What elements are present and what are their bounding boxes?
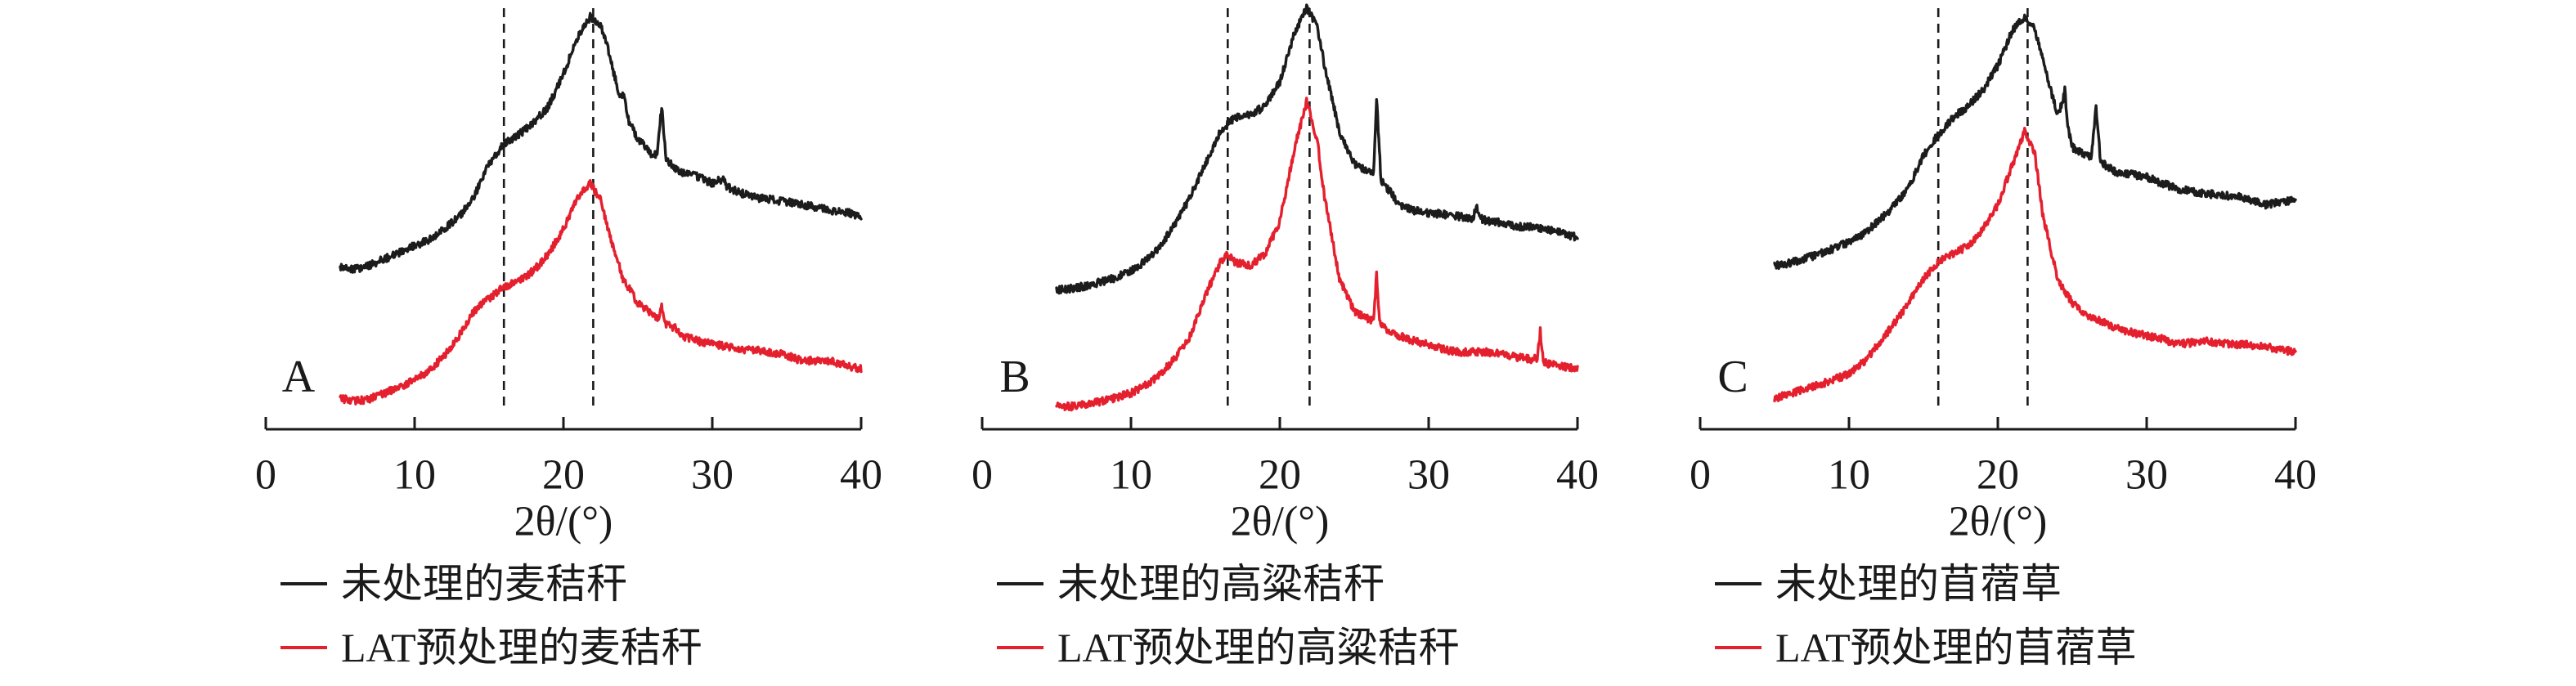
series-line-lat-pretreated: [1055, 96, 1579, 412]
x-tick-label: 10: [393, 452, 436, 499]
panel-c: 0 10 20 30 40 2θ/(°) C 未处理的苜蓿草 LAT预处理的苜蓿草: [1690, 8, 2317, 670]
panel-label: B: [999, 352, 1030, 402]
legend-label-untreated: 未处理的高粱秸秆: [1057, 561, 1384, 607]
legend: 未处理的麦秸秆 LAT预处理的麦秸秆: [280, 561, 702, 670]
x-tick-label: 0: [972, 452, 993, 499]
legend-label-lat-pretreated: LAT预处理的麦秸秆: [341, 625, 702, 670]
series-line-untreated: [1055, 3, 1579, 295]
x-tick-label: 0: [255, 452, 276, 499]
legend: 未处理的苜蓿草 LAT预处理的苜蓿草: [1715, 561, 2137, 670]
x-tick-label: 30: [2125, 452, 2168, 499]
panel-label: C: [1717, 352, 1748, 402]
legend-label-untreated: 未处理的麦秸秆: [341, 561, 627, 607]
x-tick-label: 30: [1407, 452, 1450, 499]
x-axis-label: 2θ/(°): [1231, 499, 1330, 545]
legend-label-lat-pretreated: LAT预处理的高粱秸秆: [1057, 625, 1460, 670]
series-line-untreated: [1773, 13, 2297, 271]
x-axis-label: 2θ/(°): [514, 499, 613, 545]
x-tick-label: 40: [2274, 452, 2317, 499]
x-tick-label: 10: [1110, 452, 1152, 499]
panel-a: 0 10 20 30 40 2θ/(°) A 未处理的麦秸秆 LAT预处理的麦秸秆: [255, 8, 882, 670]
x-tick-label: 30: [691, 452, 734, 499]
series-line-lat-pretreated: [1773, 126, 2297, 403]
x-tick-label: 0: [1690, 452, 1711, 499]
x-tick-label: 40: [1556, 452, 1599, 499]
x-tick-label: 10: [1828, 452, 1870, 499]
legend-label-lat-pretreated: LAT预处理的苜蓿草: [1775, 625, 2137, 670]
panel-b: 0 10 20 30 40 2θ/(°) B 未处理的高粱秸秆 LAT预处理的高粱秸秆: [972, 3, 1599, 670]
x-tick-label: 20: [542, 452, 585, 499]
x-tick-label: 20: [1259, 452, 1301, 499]
x-tick-label: 20: [1977, 452, 2019, 499]
legend-label-untreated: 未处理的苜蓿草: [1775, 561, 2062, 607]
panel-label: A: [282, 352, 316, 402]
legend: 未处理的高粱秸秆 LAT预处理的高粱秸秆: [997, 561, 1460, 670]
series-line-lat-pretreated: [339, 179, 863, 406]
x-tick-label: 40: [840, 452, 882, 499]
x-axis-label: 2θ/(°): [1949, 499, 2048, 545]
series-line-untreated: [339, 11, 863, 274]
